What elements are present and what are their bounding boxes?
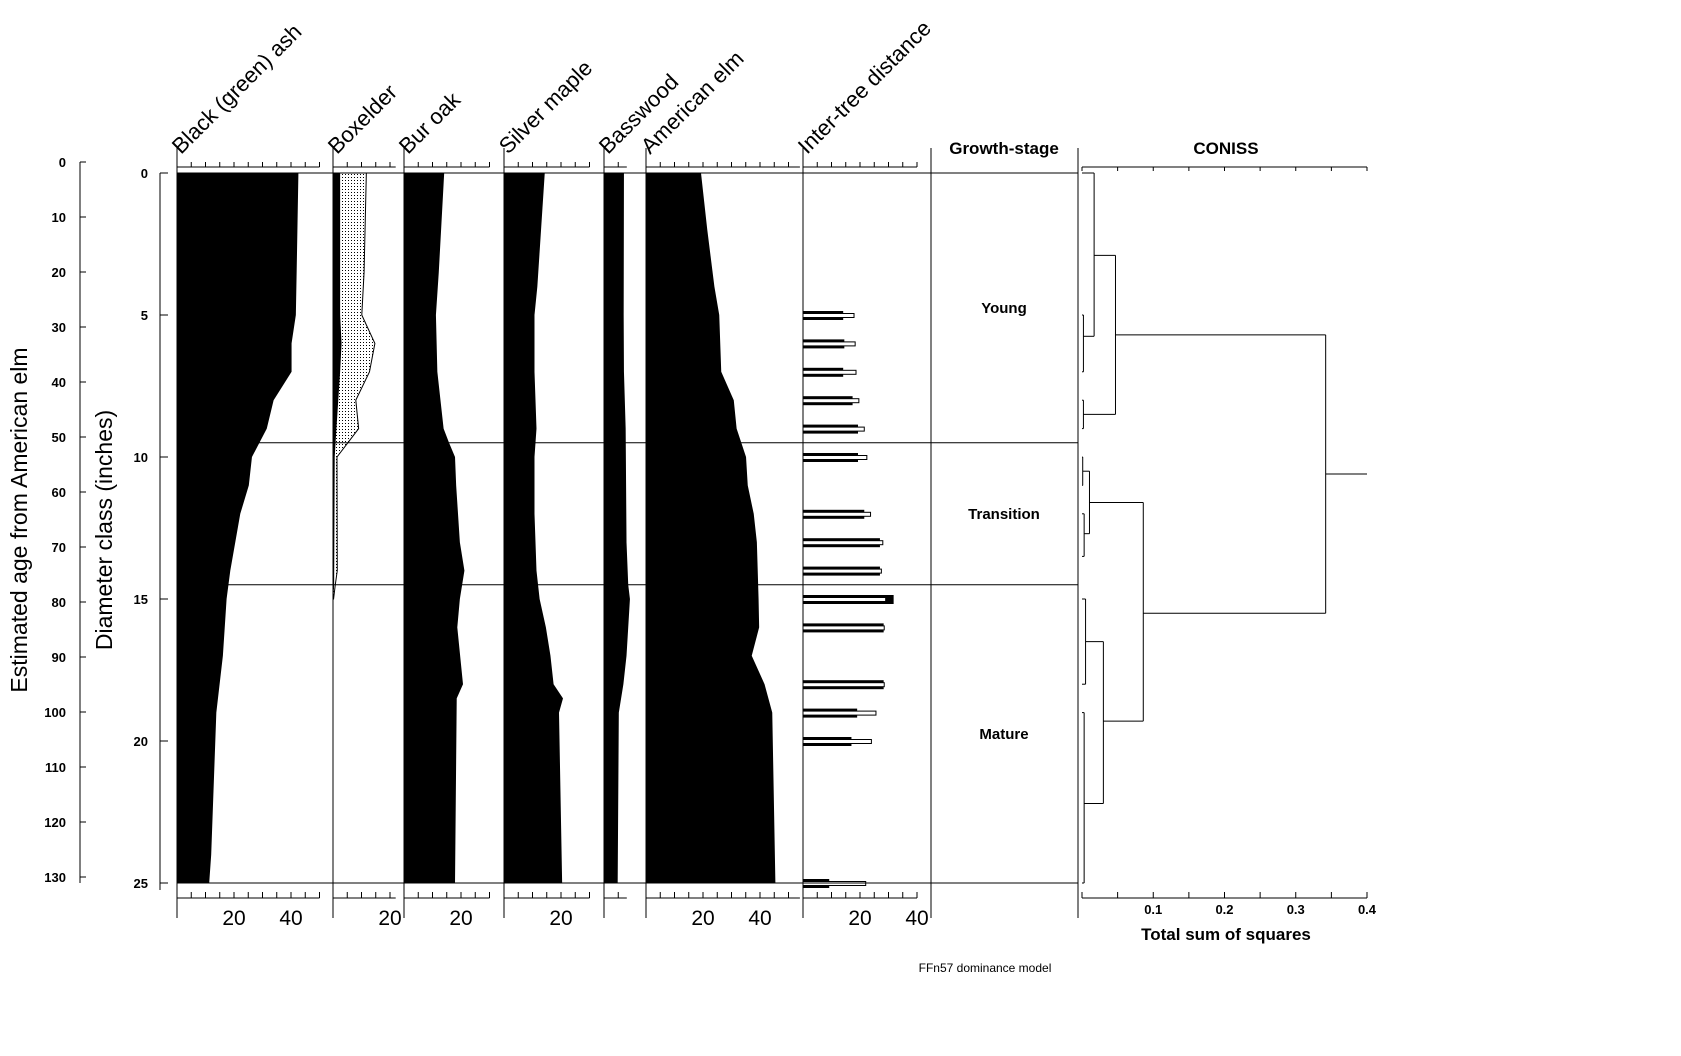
panel-title-boxelder: Boxelder (323, 79, 402, 158)
age-tick-label: 50 (52, 430, 66, 445)
depth-tick-label: 25 (134, 876, 148, 891)
coniss-xlabel: Total sum of squares (1141, 925, 1311, 944)
zone-label-young: Young (981, 300, 1027, 317)
coniss-title: CONISS (1193, 139, 1258, 158)
depth-tick-label: 10 (134, 450, 148, 465)
distance-bar-white (802, 341, 856, 347)
bottom-tick-label: 40 (748, 907, 771, 930)
footer-note: FFn57 dominance model (919, 961, 1052, 975)
area-basswood (604, 173, 630, 883)
bottom-tick-label: 20 (449, 907, 472, 930)
distance-bar-white (802, 369, 857, 375)
depth-tick-label: 5 (141, 308, 148, 323)
bottom-tick-label: 20 (691, 907, 714, 930)
age-tick-label: 110 (45, 760, 66, 775)
bottom-tick-label: 40 (905, 907, 928, 930)
distance-bar-white (802, 625, 885, 631)
age-tick-label: 80 (52, 595, 66, 610)
bottom-tick-label: 20 (848, 907, 871, 930)
age-tick-label: 20 (52, 265, 66, 280)
age-tick-label: 0 (59, 155, 66, 170)
zone-label-transition: Transition (968, 506, 1040, 523)
distance-bar-white (802, 511, 872, 517)
panel-title-black-green-ash: Black (green) ash (167, 19, 307, 159)
age-tick-label: 10 (52, 210, 66, 225)
distance-bar-white (802, 455, 868, 460)
distance-bar-white (802, 710, 877, 716)
distance-bar-white (802, 597, 887, 602)
depth-tick-label: 15 (134, 592, 148, 607)
stippled-area-boxelder (332, 172, 376, 600)
age-tick-label: 40 (52, 375, 66, 390)
depth-tick-label: 20 (134, 734, 148, 749)
bottom-tick-label: 20 (222, 907, 245, 930)
coniss-tick-label: 0.4 (1358, 902, 1377, 917)
depth-axis-title: Diameter class (inches) (91, 410, 117, 650)
distance-bar-white (802, 426, 865, 432)
age-tick-label: 130 (44, 870, 66, 885)
distance-bar-white (802, 568, 882, 574)
area-american-elm (646, 173, 776, 883)
coniss-tick-label: 0.3 (1287, 902, 1305, 917)
distance-bar-white (802, 398, 860, 404)
area-bur-oak (404, 173, 465, 883)
area-silver-maple (504, 173, 563, 883)
bottom-tick-label: 20 (378, 907, 401, 930)
age-tick-label: 120 (44, 815, 66, 830)
coniss-tick-label: 0.1 (1144, 902, 1162, 917)
panel-title-silver-maple: Silver maple (494, 55, 597, 158)
age-tick-label: 70 (52, 540, 66, 555)
distance-bar-white (802, 682, 885, 688)
age-axis-title: Estimated age from American elm (6, 347, 32, 692)
bottom-tick-label: 40 (279, 907, 302, 930)
age-tick-label: 60 (52, 485, 66, 500)
growth-stage-title: Growth-stage (949, 139, 1059, 158)
age-tick-label: 30 (52, 320, 66, 335)
panel-title-bur-oak: Bur oak (394, 87, 466, 159)
zone-label-mature: Mature (979, 726, 1028, 743)
distance-bar-white (802, 540, 884, 546)
area-boxelder (333, 173, 342, 599)
panel-title-inter-tree-distance: Inter-tree distance (793, 15, 936, 158)
area-black-green-ash (177, 173, 299, 883)
distance-bar-white (802, 739, 872, 744)
distance-bar-white (802, 313, 855, 318)
bottom-tick-label: 20 (549, 907, 572, 930)
age-tick-label: 90 (52, 650, 66, 665)
depth-tick-label: 0 (141, 166, 148, 181)
coniss-tick-label: 0.2 (1215, 902, 1233, 917)
age-tick-label: 100 (44, 705, 66, 720)
